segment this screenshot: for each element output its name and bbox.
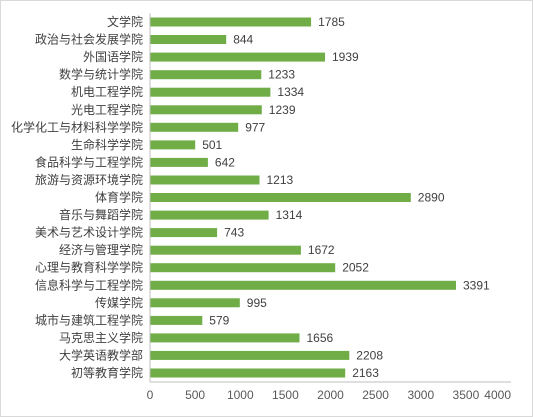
x-tick-label: 500 [185, 388, 205, 402]
data-label: 2163 [352, 366, 379, 380]
data-label: 1785 [318, 15, 345, 29]
x-tick-label: 2000 [317, 388, 344, 402]
bar [150, 333, 300, 343]
x-tick-label: 1500 [272, 388, 299, 402]
category-label: 机电工程学院 [71, 84, 143, 99]
category-label: 数学与统计学院 [59, 67, 143, 82]
bar [150, 87, 271, 97]
bar [150, 210, 269, 220]
data-label: 2890 [418, 191, 445, 205]
category-label: 体育学院 [95, 190, 143, 205]
bar [150, 350, 350, 360]
bar [150, 175, 260, 185]
data-label: 977 [245, 120, 265, 134]
category-label: 外国语学院 [83, 49, 143, 64]
category-label: 信息科学与工程学院 [35, 277, 143, 292]
bar [150, 280, 456, 290]
category-label: 生命科学学院 [71, 137, 143, 152]
category-label: 文学院 [107, 14, 143, 29]
category-label: 旅游与资源环境学院 [35, 172, 143, 187]
bar [150, 245, 301, 255]
data-label: 1314 [276, 208, 303, 222]
category-label: 马克思主义学院 [59, 330, 143, 345]
bar [150, 52, 325, 62]
data-label: 1334 [277, 85, 304, 99]
category-label: 大学英语教学部 [59, 347, 143, 362]
data-label: 642 [215, 155, 235, 169]
data-label: 743 [224, 226, 244, 240]
x-tick-label: 4000 [484, 388, 511, 402]
data-label: 2052 [342, 261, 369, 275]
category-label: 城市与建筑工程学院 [35, 312, 143, 327]
data-label: 3391 [463, 278, 490, 292]
data-label: 1213 [267, 173, 294, 187]
data-label: 501 [202, 138, 222, 152]
bar [150, 228, 218, 238]
bar [150, 35, 227, 44]
data-label: 995 [247, 296, 267, 310]
data-label: 2208 [356, 348, 383, 362]
x-tick-label: 3000 [407, 388, 434, 402]
category-label: 光电工程学院 [71, 102, 143, 117]
category-label: 食品科学与工程学院 [35, 154, 143, 169]
bar [150, 193, 411, 202]
bar [150, 140, 196, 150]
x-tick-label: 3500 [453, 388, 480, 402]
bar [150, 105, 262, 115]
x-tick-label: 2500 [362, 388, 389, 402]
bar [150, 298, 240, 308]
category-label: 经济与管理学院 [59, 242, 143, 257]
x-tick-label: 0 [147, 388, 154, 402]
value-labels: 1785 844 1939 1233 1334 1239 977 501 642 1213 2890… [202, 15, 490, 380]
category-labels: 文学院政治与社会发展学院外国语学院数学与统计学院机电工程学院光电工程学院化学化工… [11, 14, 143, 380]
data-label: 579 [209, 313, 229, 327]
category-label: 心理与教育科学学院 [35, 260, 143, 275]
data-label: 1233 [268, 68, 295, 82]
data-label: 1672 [308, 243, 335, 257]
category-label: 美术与艺术设计学院 [35, 225, 143, 240]
bar [150, 122, 239, 132]
bar [150, 315, 203, 325]
x-axis: 0 500 1000 1500 2000 2500 3000 3500 4000 [147, 13, 511, 402]
bar [150, 17, 312, 27]
category-label: 政治与社会发展学院 [35, 32, 143, 47]
data-label: 1656 [307, 331, 334, 345]
category-label: 音乐与舞蹈学院 [59, 207, 143, 222]
data-label: 844 [233, 33, 253, 47]
data-label: 1239 [269, 103, 296, 117]
bars-group [150, 17, 456, 378]
bar [150, 157, 208, 167]
category-label: 初等教育学院 [71, 365, 143, 380]
category-label: 传媒学院 [95, 295, 143, 310]
bar [150, 368, 346, 378]
data-label: 1939 [332, 50, 359, 64]
category-label: 化学化工与材料科学学院 [11, 119, 143, 134]
bar [150, 70, 262, 80]
x-tick-label: 1000 [227, 388, 254, 402]
bar [150, 263, 336, 273]
